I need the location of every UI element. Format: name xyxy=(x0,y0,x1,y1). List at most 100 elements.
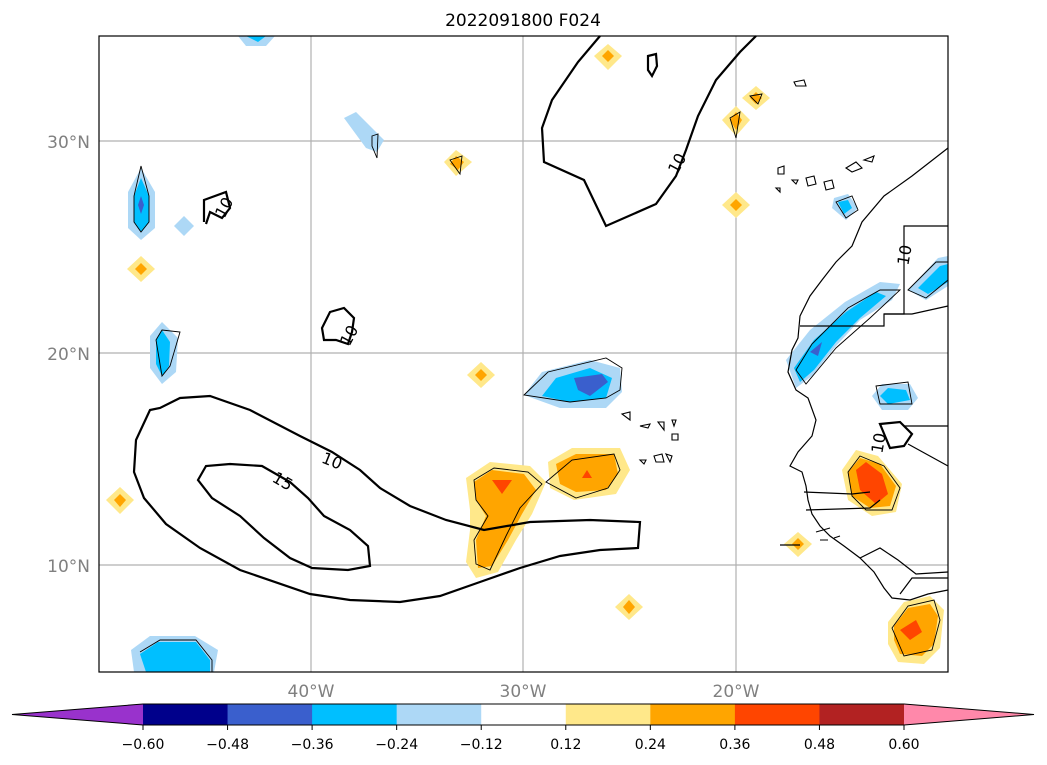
pos-blob xyxy=(474,470,536,568)
contour-10-mid xyxy=(320,306,356,346)
contour-label: 10 xyxy=(867,431,889,454)
thin-contour xyxy=(473,467,543,571)
thin-contour xyxy=(847,455,901,511)
canary-island xyxy=(790,179,799,185)
colorbar-tick-label: 0.60 xyxy=(888,737,919,753)
cape-verde-island xyxy=(639,423,651,429)
colorbar-tick-label: −0.60 xyxy=(122,737,165,753)
contour-label: 10 xyxy=(893,243,915,266)
colorbar-segment xyxy=(565,704,651,725)
colorbar-segment xyxy=(650,704,736,725)
thin-contour xyxy=(729,111,741,139)
canary-island xyxy=(823,179,835,191)
neg-blob xyxy=(138,196,144,214)
pos-blob xyxy=(602,50,614,62)
colorbar-segment xyxy=(143,704,229,725)
neg-blob xyxy=(838,200,852,214)
border-mali xyxy=(904,425,949,467)
coastlines xyxy=(780,147,949,601)
colorbar: −0.60 −0.48 −0.36 −0.24 −0.12 0.12 0.24 0.36 0.4… xyxy=(11,703,1035,753)
neg-blob xyxy=(174,216,194,236)
thin-contour xyxy=(875,381,913,405)
contour-10-main xyxy=(132,394,642,604)
colorbar-segment xyxy=(312,704,398,725)
neg-blob xyxy=(156,330,170,376)
colorbar-segment xyxy=(227,704,313,725)
pos-blob xyxy=(114,494,126,507)
contour-10-west xyxy=(202,190,232,225)
islands xyxy=(620,79,875,541)
pos-blob xyxy=(792,538,804,550)
neg-blob xyxy=(810,342,822,356)
colorbar-tick-label: 0.12 xyxy=(550,737,581,753)
contour-10-africa xyxy=(878,420,914,450)
thin-contour xyxy=(371,133,379,159)
lon-label-30w: 30°W xyxy=(500,682,547,702)
cape-verde-island xyxy=(653,453,665,463)
cape-verde-island xyxy=(671,419,677,428)
colorbar-segment xyxy=(734,704,820,725)
canary-island xyxy=(805,175,817,187)
canary-island xyxy=(844,155,875,173)
thick-contours xyxy=(132,35,914,604)
pos-blob xyxy=(730,199,742,211)
border-mali-north xyxy=(884,305,949,315)
neg-blob xyxy=(344,112,384,152)
lat-label-10n: 10°N xyxy=(47,557,90,577)
border-liberia xyxy=(899,577,948,595)
lat-label-20n: 20°N xyxy=(47,345,90,365)
thin-contour xyxy=(835,195,859,219)
lon-label-40w: 40°W xyxy=(288,682,335,702)
lon-label-20w: 20°W xyxy=(713,682,760,702)
neg-blob xyxy=(246,36,266,42)
canary-island xyxy=(777,165,785,175)
cape-verde-island xyxy=(638,459,647,465)
border-gambia xyxy=(803,491,871,495)
bijagos-islands xyxy=(815,527,841,541)
thin-contour xyxy=(133,165,150,233)
pos-blob xyxy=(492,480,512,494)
thin-contour xyxy=(795,289,902,385)
pos-blob xyxy=(856,462,888,504)
pos-blob xyxy=(475,369,487,381)
colorbar-segment xyxy=(819,704,905,725)
madeira-island xyxy=(793,79,807,87)
neg-blob xyxy=(574,374,608,396)
pos-blob xyxy=(582,470,592,478)
pos-blob xyxy=(900,620,922,640)
graticule xyxy=(99,36,948,672)
shaded-anomalies xyxy=(106,36,948,672)
contour-small xyxy=(646,52,659,79)
cape-verde-island xyxy=(656,421,665,432)
colorbar-tick-label: −0.48 xyxy=(206,737,249,753)
contour-10-north xyxy=(540,35,757,228)
africa-coastline xyxy=(787,147,949,601)
colorbar-tick-label: 0.24 xyxy=(635,737,666,753)
colorbar-tick-label: −0.24 xyxy=(375,737,418,753)
pos-blob xyxy=(135,263,147,275)
thin-contour xyxy=(449,155,463,176)
colorbar-extend-low xyxy=(12,704,143,725)
neg-blob xyxy=(140,642,210,672)
border-sierra-leone xyxy=(859,547,949,575)
colorbar-tick-label: 0.36 xyxy=(719,737,750,753)
canary-island xyxy=(774,187,781,194)
colorbar-extend-high xyxy=(904,704,1034,725)
neg-blob xyxy=(880,388,910,404)
map-panel: 10 10 10 10 15 10 10 xyxy=(98,35,949,673)
pos-blob xyxy=(623,600,635,614)
cape-verde-island xyxy=(664,453,673,464)
neg-blob xyxy=(794,292,886,382)
colorbar-segment xyxy=(481,704,567,725)
map-frame xyxy=(98,35,949,673)
cape-verde-island xyxy=(620,411,631,422)
colorbar-tick-label: 0.48 xyxy=(804,737,835,753)
colorbar-tick-label: −0.36 xyxy=(291,737,334,753)
thin-contour xyxy=(523,357,623,403)
colorbar-tick-label: −0.12 xyxy=(460,737,503,753)
contour-15-main xyxy=(196,462,372,572)
lat-label-30n: 30°N xyxy=(47,133,90,153)
thin-contours xyxy=(133,93,949,672)
thin-contour xyxy=(155,329,181,378)
